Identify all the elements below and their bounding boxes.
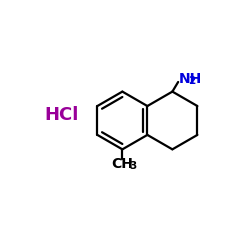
Text: HCl: HCl xyxy=(44,106,79,124)
Text: 3: 3 xyxy=(129,161,136,171)
Text: CH: CH xyxy=(111,157,133,171)
Text: NH: NH xyxy=(179,72,202,86)
Text: 2: 2 xyxy=(188,76,195,86)
